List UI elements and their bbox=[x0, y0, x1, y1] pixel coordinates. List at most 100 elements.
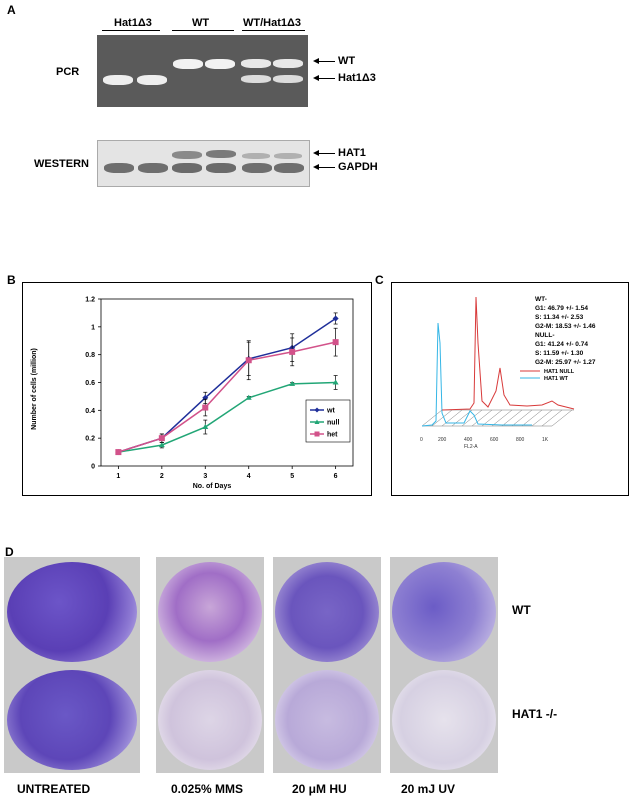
point-wt bbox=[332, 315, 339, 322]
arrow-head bbox=[313, 164, 319, 170]
flow-histogram: 0 200 400 600 800 1K FL2-A HAT1 NULL HAT… bbox=[420, 296, 575, 450]
pcr-band bbox=[103, 75, 133, 85]
legend-label-wt: wt bbox=[326, 408, 335, 415]
flow-tick: 200 bbox=[438, 437, 447, 443]
western-label: WESTERN bbox=[34, 158, 89, 170]
point-null bbox=[202, 424, 209, 430]
dish-untreated-null bbox=[7, 670, 137, 770]
point-null bbox=[158, 442, 165, 448]
y-axis-label: Number of cells (million) bbox=[31, 348, 38, 430]
legend-marker-null bbox=[314, 419, 320, 424]
western-band bbox=[242, 163, 272, 173]
legend-marker-wt bbox=[314, 407, 320, 413]
dish-mms-wt bbox=[158, 562, 262, 662]
x-tick-label: 3 bbox=[203, 473, 207, 480]
point-wt bbox=[202, 394, 209, 401]
group-label-wt: WT bbox=[192, 17, 210, 29]
hatch-plane bbox=[421, 409, 574, 427]
legend-label-wt: HAT1 WT bbox=[544, 376, 569, 382]
y-tick-label: 0 bbox=[91, 464, 95, 471]
x-tick-label: 2 bbox=[160, 473, 164, 480]
flow-tick: 0 bbox=[420, 437, 423, 443]
arrow-head bbox=[313, 150, 319, 156]
panel-b-letter: B bbox=[7, 273, 16, 287]
stat-line: G2-M: 18.53 +/- 1.46 bbox=[535, 323, 596, 330]
y-tick-label: 1 bbox=[91, 324, 95, 331]
stat-line: WT- bbox=[535, 296, 547, 303]
flow-x-ticks: 0 200 400 600 800 1K FL2-A bbox=[420, 437, 549, 450]
western-band bbox=[274, 153, 302, 159]
hat1-wt-trace bbox=[421, 322, 532, 427]
dish-hu-wt bbox=[275, 562, 379, 662]
flow-tick: 600 bbox=[490, 437, 499, 443]
group-underline bbox=[242, 30, 305, 31]
western-band bbox=[206, 163, 236, 173]
point-null bbox=[332, 379, 339, 385]
pcr-band bbox=[273, 75, 303, 83]
arrow-gapdh bbox=[317, 167, 335, 168]
growth-chart: Number of cells (million) No. of Days 0 0… bbox=[31, 297, 354, 490]
x-tick-label: 1 bbox=[116, 473, 120, 480]
x-axis-label: No. of Days bbox=[193, 483, 232, 490]
group-label-hat1d3: Hat1Δ3 bbox=[114, 17, 152, 29]
legend-marker-het bbox=[314, 431, 320, 437]
arrow-head bbox=[313, 75, 319, 81]
pcr-label: PCR bbox=[56, 66, 80, 78]
flow-tick: 800 bbox=[516, 437, 525, 443]
group-underline bbox=[172, 30, 234, 31]
dish-mms-null bbox=[158, 670, 262, 770]
point-het bbox=[115, 449, 122, 456]
point-null bbox=[245, 394, 252, 400]
dish-untreated-wt bbox=[7, 562, 137, 662]
flow-stats: WT- G1: 46.79 +/- 1.54 S: 11.34 +/- 2.53… bbox=[535, 295, 596, 367]
legend-label-null: HAT1 NULL bbox=[544, 369, 575, 375]
col-label-hu: 20 μM HU bbox=[292, 782, 347, 796]
flow-frame: 0 200 400 600 800 1K FL2-A HAT1 NULL HAT… bbox=[391, 282, 629, 496]
row-label-wt: WT bbox=[512, 603, 531, 617]
flow-tick: 400 bbox=[464, 437, 473, 443]
col-label-untreated: UNTREATED bbox=[17, 782, 91, 796]
col-label-uv: 20 mJ UV bbox=[401, 782, 456, 796]
dish-uv-null bbox=[392, 670, 496, 770]
series-line-wt bbox=[118, 317, 337, 453]
x-tick-label: 5 bbox=[290, 473, 294, 480]
western-band bbox=[274, 163, 304, 173]
pcr-arrow-label-hat1d3: Hat1Δ3 bbox=[338, 72, 376, 84]
y-tick-label: 0.2 bbox=[85, 436, 95, 443]
western-arrow-label-gapdh: GAPDH bbox=[338, 161, 378, 173]
stat-line: G1: 46.79 +/- 1.54 bbox=[535, 305, 588, 312]
y-tick-label: 0.6 bbox=[85, 380, 95, 387]
group-label-wt-hat1d3: WT/Hat1Δ3 bbox=[243, 17, 302, 29]
western-band bbox=[172, 151, 202, 159]
row-label-hat1-null: HAT1 -/- bbox=[512, 707, 558, 721]
legend-label-het: het bbox=[327, 432, 338, 439]
hat1-null-trace bbox=[441, 296, 575, 411]
point-null bbox=[289, 380, 296, 386]
pcr-gel bbox=[97, 35, 308, 107]
y-tick-label: 0.4 bbox=[85, 408, 95, 415]
pcr-band bbox=[137, 75, 167, 85]
panel-c-letter: C bbox=[375, 273, 384, 287]
pcr-band bbox=[205, 59, 235, 69]
point-het bbox=[332, 339, 339, 346]
panel-d-letter: D bbox=[5, 545, 14, 559]
y-tick-label: 1.2 bbox=[85, 297, 95, 304]
arrow-hat1 bbox=[317, 153, 335, 154]
group-underline bbox=[102, 30, 160, 31]
point-het bbox=[202, 404, 209, 411]
stat-line: G1: 41.24 +/- 0.74 bbox=[535, 341, 588, 348]
flow-x-label: FL2-A bbox=[464, 444, 478, 450]
pcr-band bbox=[241, 75, 271, 83]
stat-line: G2-M: 25.97 +/- 1.27 bbox=[535, 359, 596, 366]
y-tick-label: 0.8 bbox=[85, 352, 95, 359]
pcr-band bbox=[173, 59, 203, 69]
stat-line: NULL- bbox=[535, 332, 555, 339]
pcr-arrow-label-wt: WT bbox=[338, 55, 356, 67]
western-band bbox=[104, 163, 134, 173]
pcr-band bbox=[273, 59, 303, 68]
series-line-het bbox=[118, 341, 336, 453]
flow-tick: 1K bbox=[542, 437, 549, 443]
x-tick-label: 4 bbox=[247, 473, 251, 480]
x-tick-label: 6 bbox=[334, 473, 338, 480]
dish-uv-wt bbox=[392, 562, 496, 662]
